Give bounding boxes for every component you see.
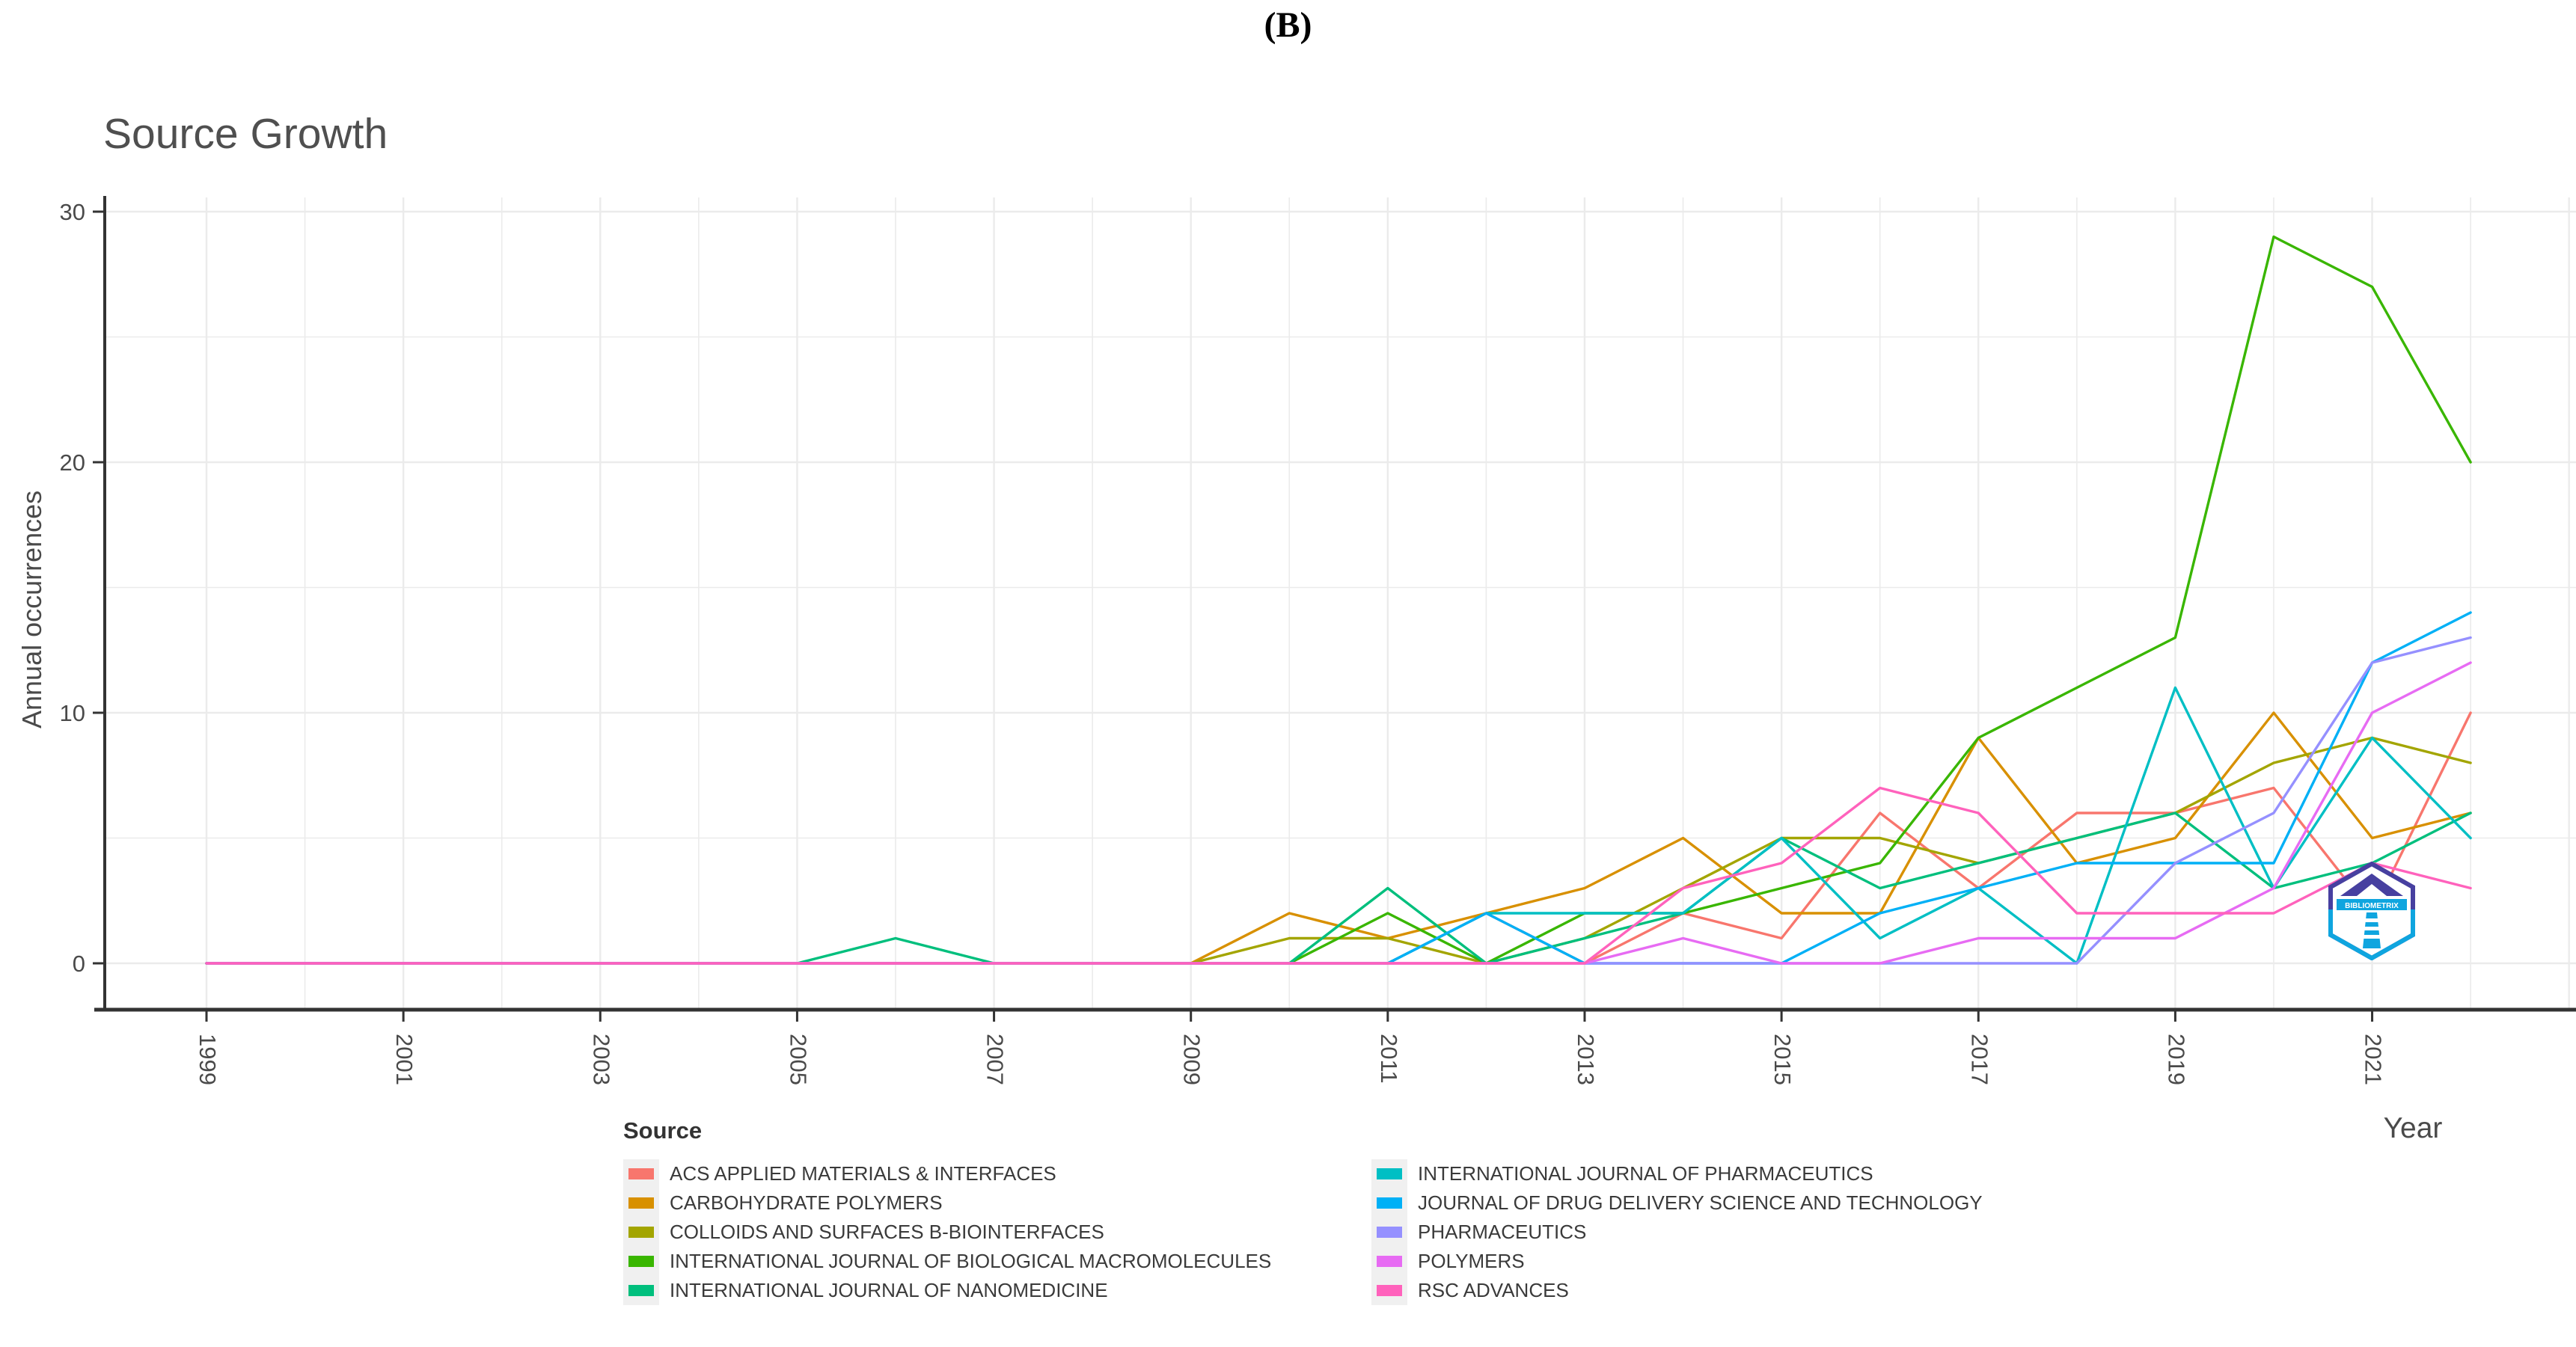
logo-band	[2337, 899, 2407, 910]
legend-key	[623, 1218, 659, 1247]
legend-swatch	[1377, 1227, 1402, 1238]
y-tick-label: 0	[73, 951, 85, 977]
logo-peak-cutout	[2357, 884, 2387, 896]
legend-label: CARBOHYDRATE POLYMERS	[670, 1191, 943, 1214]
legend-key	[623, 1188, 659, 1218]
chart-title: Source Growth	[103, 110, 388, 158]
legend-swatch	[1377, 1285, 1402, 1296]
legend: Source ACS APPLIED MATERIALS & INTERFACE…	[623, 1117, 1983, 1305]
logo-text: BIBLIOMETRIX	[2345, 902, 2399, 910]
legend-label: POLYMERS	[1418, 1250, 1525, 1272]
legend-swatch	[1377, 1256, 1402, 1267]
legend-label: JOURNAL OF DRUG DELIVERY SCIENCE AND TEC…	[1418, 1191, 1983, 1214]
logo-lighthouse-stripe	[2364, 918, 2379, 922]
legend-item: INTERNATIONAL JOURNAL OF NANOMEDICINE	[623, 1276, 1371, 1305]
legend-item: RSC ADVANCES	[1371, 1276, 1983, 1305]
series-journal-of-drug-delivery-science-and-technology	[205, 611, 2472, 965]
x-tick-label: 2001	[391, 1034, 417, 1085]
y-tick-label: 10	[60, 700, 85, 726]
legend-item: INTERNATIONAL JOURNAL OF BIOLOGICAL MACR…	[623, 1247, 1371, 1276]
y-tick-label: 20	[60, 449, 85, 476]
series-rsc-advances	[205, 786, 2472, 965]
legend-label: PHARMACEUTICS	[1418, 1221, 1587, 1243]
legend-swatch	[628, 1227, 654, 1238]
bibliometrix-logo: BIBLIOMETRIX	[2328, 862, 2415, 960]
legend-key	[623, 1247, 659, 1276]
legend-label: INTERNATIONAL JOURNAL OF BIOLOGICAL MACR…	[670, 1250, 1272, 1272]
legend-label: INTERNATIONAL JOURNAL OF PHARMACEUTICS	[1418, 1162, 1873, 1185]
legend-item: COLLOIDS AND SURFACES B-BIOINTERFACES	[623, 1218, 1371, 1247]
logo-hexagon-bottom-edge	[2328, 909, 2415, 960]
x-tick-label: 2003	[588, 1034, 614, 1085]
legend-key	[1371, 1276, 1407, 1305]
x-tick-label: 2009	[1179, 1034, 1205, 1085]
legend-swatch	[1377, 1168, 1402, 1179]
x-axis-label: Year	[2383, 1112, 2443, 1144]
x-tick-label: 2007	[982, 1034, 1009, 1085]
y-tick-label: 30	[60, 199, 85, 225]
legend-label: INTERNATIONAL JOURNAL OF NANOMEDICINE	[670, 1279, 1108, 1301]
x-tick-label: 1999	[195, 1034, 221, 1085]
legend-item: INTERNATIONAL JOURNAL OF PHARMACEUTICS	[1371, 1159, 1983, 1188]
legend-item: CARBOHYDRATE POLYMERS	[623, 1188, 1371, 1218]
x-tick-label: 2021	[2361, 1034, 2387, 1085]
series-international-journal-of-biological-macromolecules	[205, 235, 2472, 965]
legend-swatch	[628, 1197, 654, 1209]
legend-label: ACS APPLIED MATERIALS & INTERFACES	[670, 1162, 1056, 1185]
legend-item: POLYMERS	[1371, 1247, 1983, 1276]
legend-swatch	[1377, 1197, 1402, 1209]
logo-lighthouse-stripe	[2364, 927, 2380, 930]
x-tick-label: 2011	[1376, 1034, 1402, 1084]
legend-swatch	[628, 1168, 654, 1179]
legend-label: COLLOIDS AND SURFACES B-BIOINTERFACES	[670, 1221, 1104, 1243]
legend-key	[1371, 1159, 1407, 1188]
y-axis-label: Annual occurrences	[16, 490, 47, 729]
legend-label: RSC ADVANCES	[1418, 1279, 1569, 1301]
legend-key	[623, 1159, 659, 1188]
legend-item: ACS APPLIED MATERIALS & INTERFACES	[623, 1159, 1371, 1188]
legend-item: PHARMACEUTICS	[1371, 1218, 1983, 1247]
legend-key	[1371, 1247, 1407, 1276]
legend-swatch	[628, 1256, 654, 1267]
legend-key	[1371, 1188, 1407, 1218]
legend-items: ACS APPLIED MATERIALS & INTERFACES CARBOH…	[623, 1159, 1983, 1305]
legend-title: Source	[623, 1117, 703, 1144]
logo-lighthouse-stripe	[2363, 935, 2380, 939]
legend-item: JOURNAL OF DRUG DELIVERY SCIENCE AND TEC…	[1371, 1188, 1983, 1218]
x-tick-label: 2005	[785, 1034, 811, 1085]
legend-key	[623, 1276, 659, 1305]
x-tick-label: 2017	[1966, 1034, 1992, 1085]
legend-swatch	[628, 1285, 654, 1296]
x-tick-label: 2015	[1769, 1034, 1796, 1085]
x-tick-label: 2019	[2163, 1034, 2189, 1085]
series-international-journal-of-nanomedicine	[205, 811, 2472, 965]
figure-label: (B)	[1264, 5, 1312, 45]
legend-key	[1371, 1218, 1407, 1247]
x-tick-label: 2013	[1573, 1034, 1599, 1085]
